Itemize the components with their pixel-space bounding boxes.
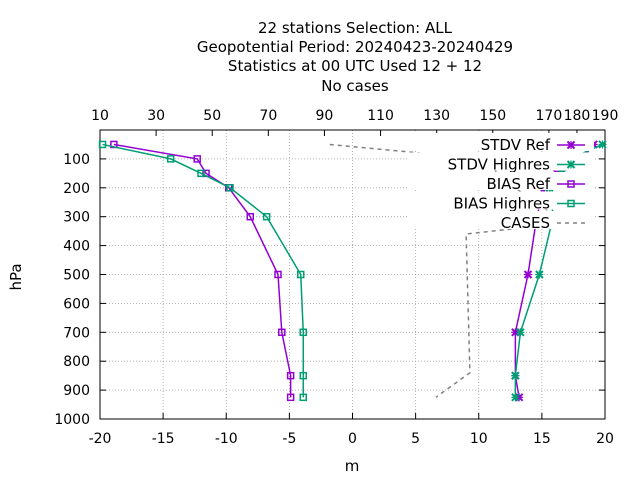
y-tick-label: 1000	[54, 412, 90, 428]
y-tick-label: 100	[63, 152, 90, 168]
legend-label: BIAS Ref	[486, 175, 550, 193]
x-tick-label: -15	[152, 431, 175, 447]
series-point	[286, 371, 295, 380]
axes: -20 -15 -10 -5 0 5 10 15 20 100 200 300 400 500 600 700…	[54, 108, 618, 447]
x-tick-label: -10	[215, 431, 238, 447]
series-point	[193, 155, 201, 163]
legend-marker	[567, 180, 575, 188]
x-tick-label: -20	[89, 431, 112, 447]
title-line-3: Statistics at 00 UTC Used 12 + 12	[228, 57, 482, 75]
legend-label: BIAS Highres	[453, 195, 550, 213]
series-point	[274, 270, 282, 279]
series-line	[113, 143, 292, 398]
series-point	[299, 371, 308, 380]
legend-marker	[567, 199, 575, 208]
x-axis-label: m	[345, 457, 360, 475]
y-tick-label: 600	[63, 296, 90, 312]
x2-tick-label: 90	[316, 108, 334, 124]
y-tick-label: 200	[63, 181, 90, 197]
y-tick-label: 700	[63, 325, 90, 341]
series-bias-highres	[98, 140, 308, 402]
series-point	[278, 328, 286, 337]
title-line-2: Geopotential Period: 20240423-20240429	[197, 38, 513, 56]
y-tick-label: 900	[63, 383, 90, 399]
series-line	[102, 143, 305, 398]
series-point	[299, 393, 308, 402]
y-tick-label: 300	[63, 210, 90, 226]
series-point	[262, 212, 271, 221]
title-line-4: No cases	[321, 77, 389, 95]
x2-tick-label: 130	[423, 108, 450, 124]
series-point	[511, 371, 520, 380]
series-point	[246, 212, 254, 221]
legend-label: STDV Ref	[481, 136, 551, 154]
legend-marker	[566, 160, 576, 169]
series-point	[166, 155, 175, 163]
legend-item: BIAS Ref	[408, 172, 594, 193]
series-point	[296, 270, 305, 279]
series-point	[535, 270, 544, 279]
x-tick-label: 0	[348, 431, 357, 447]
series-bias-ref	[110, 140, 295, 402]
legend-item: STDV Ref	[408, 133, 594, 154]
legend-label: STDV Highres	[448, 156, 551, 174]
series-point	[98, 140, 107, 149]
plot-frame	[99, 129, 606, 420]
series-point	[516, 328, 525, 337]
x2-tick-label: 190	[592, 108, 619, 124]
y-tick-label: 800	[63, 354, 90, 370]
legend-label: CASES	[501, 214, 550, 232]
x-tick-label: 15	[533, 431, 551, 447]
series-point	[197, 169, 205, 178]
x2-tick-label: 30	[147, 108, 165, 124]
x-tick-label: 5	[411, 431, 420, 447]
y-axis-label: hPa	[7, 263, 25, 290]
x2-tick-label: 10	[91, 108, 109, 124]
x2-tick-label: 170	[536, 108, 563, 124]
series-point	[226, 184, 234, 192]
x2-tick-label: 50	[203, 108, 221, 124]
x-tick-label: 20	[596, 431, 614, 447]
x2-tick-label: 180	[564, 108, 591, 124]
x2-tick-label: 150	[479, 108, 506, 124]
series-point	[511, 393, 520, 402]
y-tick-label: 400	[63, 239, 90, 255]
series-point	[598, 140, 607, 149]
series-point	[523, 270, 533, 279]
x2-tick-label: 70	[259, 108, 277, 124]
legend-item: BIAS Highres	[408, 191, 594, 213]
title-line-1: 22 stations Selection: ALL	[258, 19, 453, 37]
series-point	[299, 328, 308, 337]
y-tick-label: 500	[63, 268, 90, 284]
x-tick-label: -5	[282, 431, 296, 447]
series-point	[286, 393, 295, 402]
legend-marker	[566, 140, 576, 150]
chart-title: 22 stations Selection: ALL Geopotential …	[197, 19, 513, 95]
legend-item: STDV Highres	[408, 152, 594, 174]
x2-tick-label: 110	[367, 108, 394, 124]
legend-item: CASES	[408, 211, 594, 232]
x-tick-label: 10	[470, 431, 488, 447]
